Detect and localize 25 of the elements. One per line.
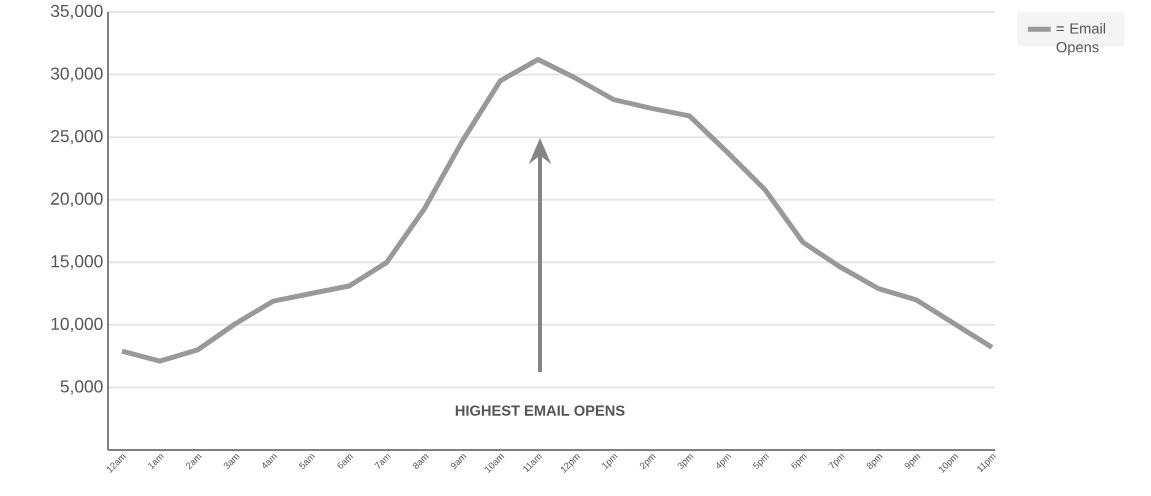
y-tick-label: 15,000 xyxy=(51,255,103,270)
x-tick-label: 8am xyxy=(412,454,429,469)
x-tick-label: 9am xyxy=(450,454,467,469)
y-tick-label: 35,000 xyxy=(50,4,103,20)
x-tick-label: 1pm xyxy=(602,454,618,470)
x-tick-label: 8pm xyxy=(866,454,883,469)
annotation: HIGHEST EMAIL OPENS xyxy=(455,405,625,416)
x-tick-label: 3am xyxy=(223,454,240,469)
x-tick-label: 4am xyxy=(262,454,278,469)
x-tick-label: 9pm xyxy=(904,454,921,469)
x-tick-label: 5am xyxy=(298,454,316,469)
x-tick-label: 7pm xyxy=(828,454,845,469)
x-tick-label: 6pm xyxy=(791,454,808,469)
x-tick-label: 7am xyxy=(374,454,391,469)
x-tick-label: 1am xyxy=(148,454,164,470)
y-tick-label: 30,000 xyxy=(50,67,103,82)
y-tick-label: 10,000 xyxy=(51,317,103,333)
y-tick-label: 5,000 xyxy=(60,380,103,395)
x-tick-label: 6am xyxy=(337,454,354,469)
x-tick-label: 5pm xyxy=(752,454,770,469)
legend-label: = Email Opens xyxy=(1056,22,1106,56)
x-tick-label: 3pm xyxy=(677,454,694,469)
y-tick-label: 20,000 xyxy=(51,192,103,207)
x-tick-label: 4pm xyxy=(716,454,732,469)
y-tick-label: 25,000 xyxy=(51,129,103,145)
